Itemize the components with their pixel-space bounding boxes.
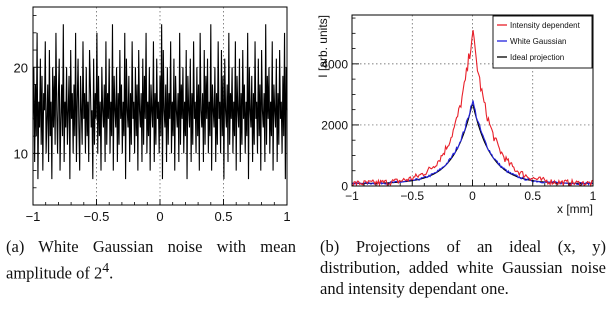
- x-tick-label: −1: [26, 209, 41, 224]
- caption-a-end: .: [109, 263, 114, 283]
- x-tick-label: 1: [283, 209, 290, 224]
- caption-b-text: (b) Projections of an ideal (x, y) distr…: [320, 237, 606, 298]
- x-tick-label: 0: [469, 189, 476, 203]
- y-tick-label: 20: [14, 60, 28, 75]
- x-tick-label: 0: [156, 209, 163, 224]
- series-line: [351, 100, 594, 186]
- legend-label: Intensity dependent: [510, 21, 581, 30]
- y-tick-label: 4000: [321, 57, 348, 71]
- x-axis-label: x [mm]: [557, 202, 593, 216]
- caption-a-exponent: 4: [102, 260, 110, 275]
- x-tick-label: 0.5: [524, 189, 541, 203]
- x-tick-label: −1: [345, 189, 359, 203]
- x-tick-label: −0.5: [400, 189, 424, 203]
- series-line: [352, 104, 593, 184]
- y-tick-label: 2000: [321, 118, 348, 132]
- series-line: [351, 30, 594, 188]
- x-tick-label: 1: [590, 189, 597, 203]
- caption-a-text: (a) White Gaussian noise with mean ampli…: [6, 237, 296, 283]
- x-tick-label: 0.5: [214, 209, 232, 224]
- legend-label: White Gaussian: [510, 37, 566, 46]
- y-tick-label: 10: [14, 146, 28, 161]
- y-tick-label: 0: [341, 180, 348, 194]
- noise-chart: −1 −0.5 0 0.5 1 10 20: [14, 6, 291, 224]
- caption-a: (a) White Gaussian noise with mean ampli…: [6, 236, 296, 284]
- legend-label: Ideal projection: [510, 53, 564, 62]
- panel-a-chart: −1 −0.5 0 0.5 1 10 20: [0, 0, 300, 225]
- y-axis-label: I [arb. units]: [316, 15, 330, 78]
- x-tick-label: −0.5: [84, 209, 110, 224]
- legend-box: [492, 15, 593, 69]
- noise-series-line: [32, 24, 288, 180]
- caption-b: (b) Projections of an ideal (x, y) distr…: [320, 236, 606, 299]
- projections-chart: −1 −0.5 0 0.5 1 0 2000 4000 x [mm] I [arb. units]…: [316, 14, 597, 216]
- panel-b-chart: −1 −0.5 0 0.5 1 0 2000 4000 x [mm] I [arb. units]…: [308, 0, 616, 225]
